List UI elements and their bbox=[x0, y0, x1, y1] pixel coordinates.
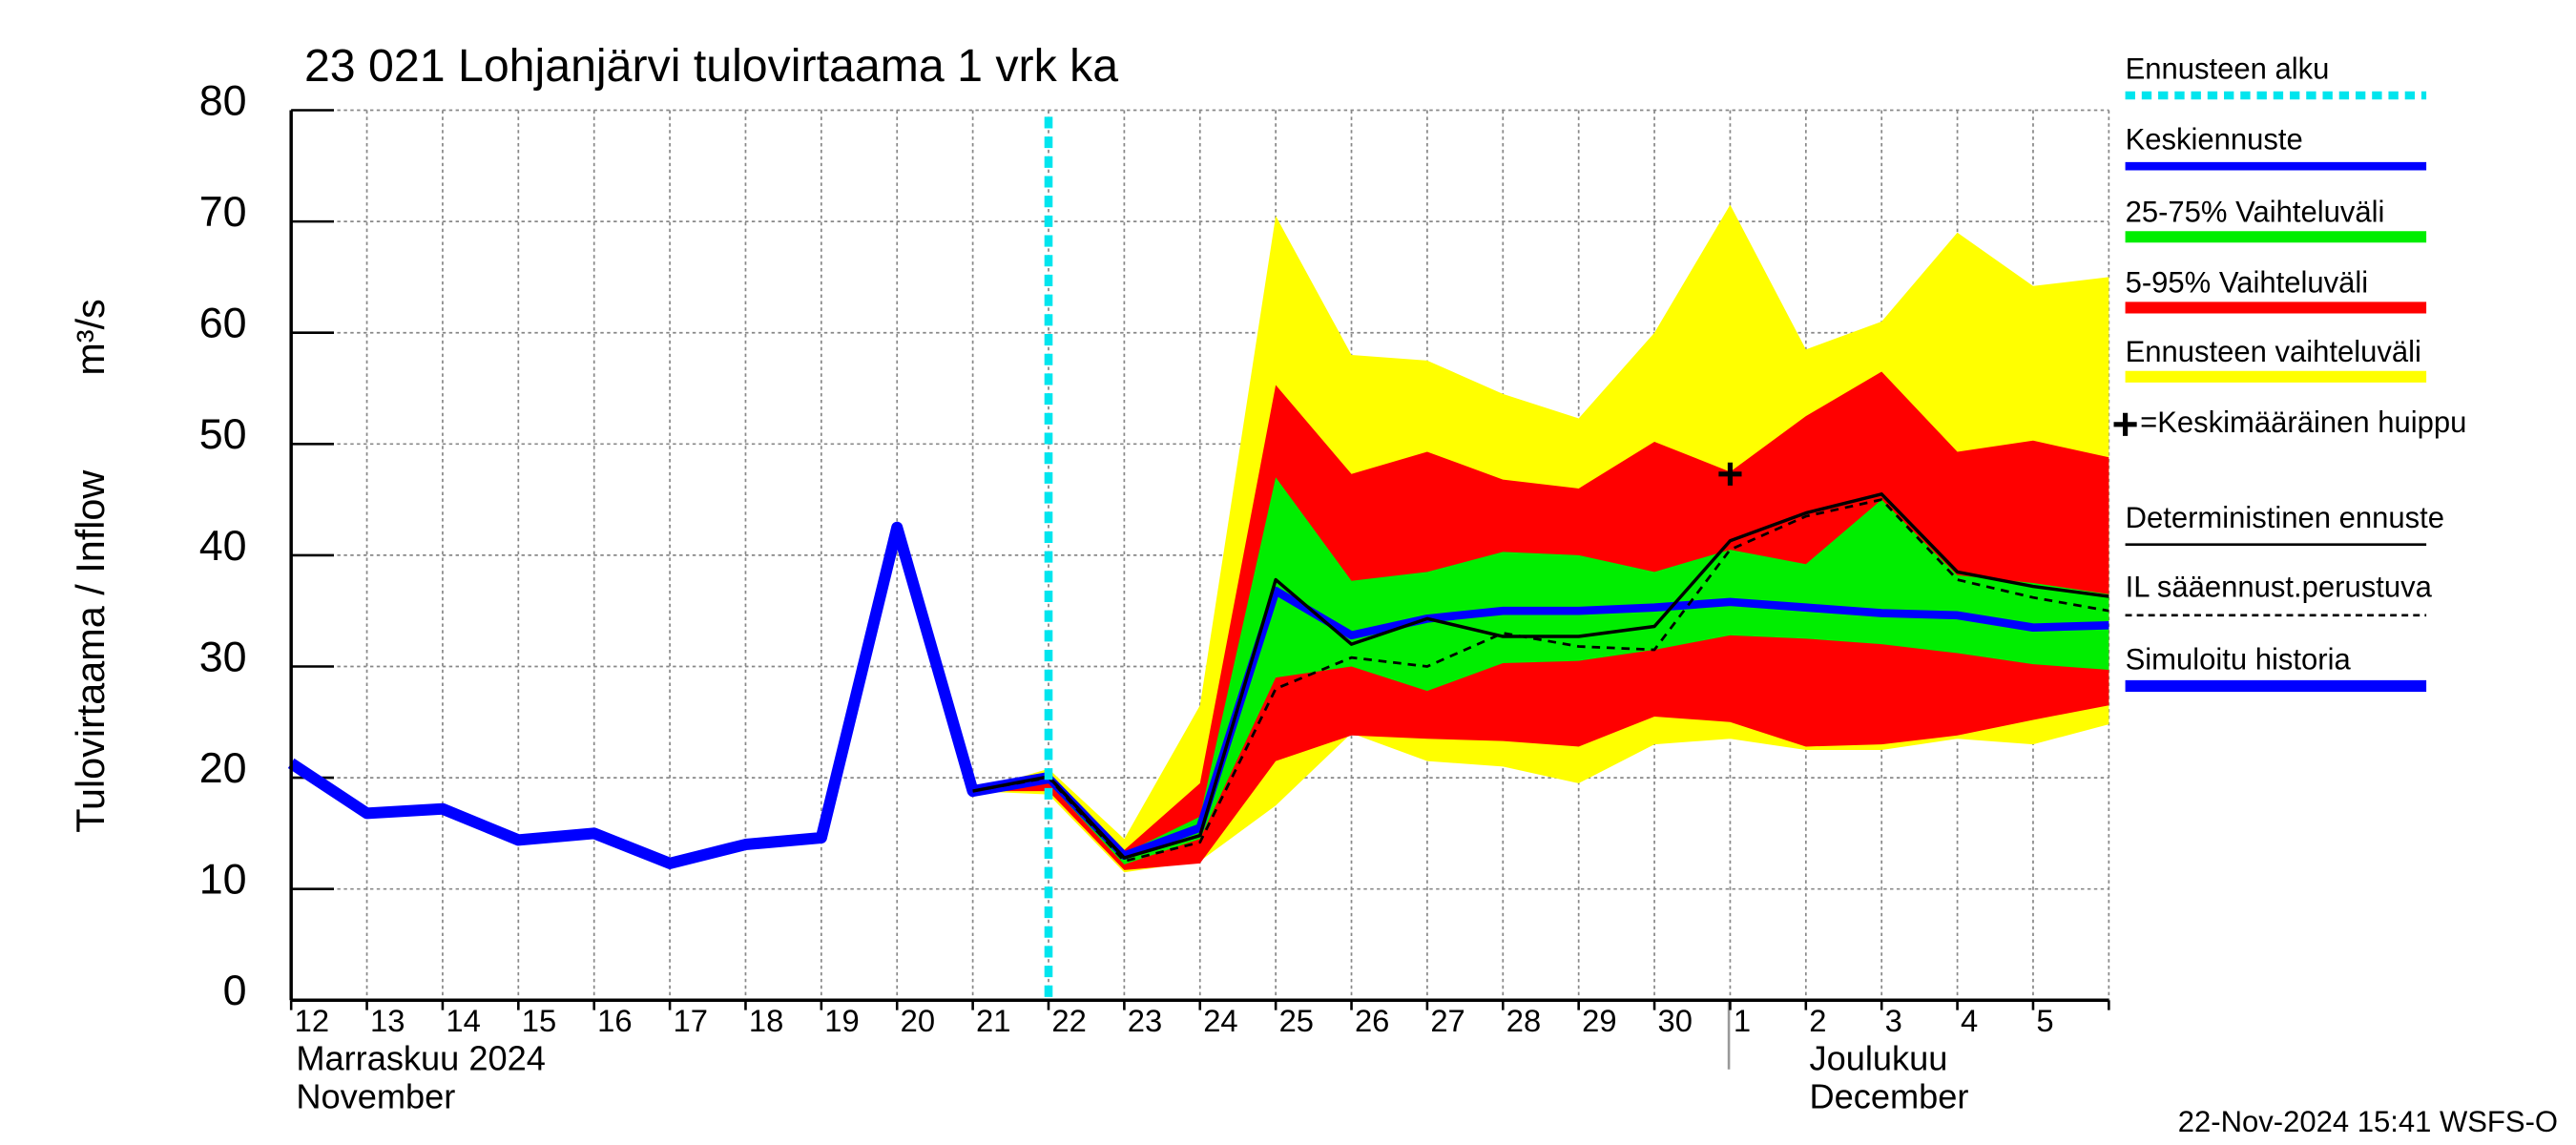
x-tick-label: 1 bbox=[1734, 1003, 1751, 1038]
x-tick-label: 30 bbox=[1658, 1003, 1693, 1038]
legend-label: Simuloitu historia bbox=[2126, 642, 2352, 676]
x-tick-label: 24 bbox=[1203, 1003, 1237, 1038]
forecast-line bbox=[972, 498, 2109, 863]
month-label: November bbox=[296, 1076, 455, 1115]
y-tick-label: 20 bbox=[199, 744, 247, 792]
x-tick-label: 18 bbox=[749, 1003, 783, 1038]
x-tick-label: 4 bbox=[1961, 1003, 1978, 1038]
legend-label: 25-75% Vaihteluväli bbox=[2126, 195, 2385, 228]
month-label: Marraskuu 2024 bbox=[296, 1039, 546, 1078]
x-tick-label: 21 bbox=[976, 1003, 1010, 1038]
x-tick-label: 17 bbox=[674, 1003, 708, 1038]
y-tick-label: 50 bbox=[199, 410, 247, 458]
legend-label: Deterministinen ennuste bbox=[2126, 501, 2444, 534]
x-tick-label: 23 bbox=[1128, 1003, 1162, 1038]
legend-peak-symbol bbox=[2113, 412, 2137, 436]
x-tick-label: 27 bbox=[1430, 1003, 1465, 1038]
y-tick-label: 10 bbox=[199, 856, 247, 904]
month-label: Joulukuu bbox=[1810, 1039, 1948, 1078]
x-tick-label: 16 bbox=[597, 1003, 632, 1038]
x-tick-label: 25 bbox=[1279, 1003, 1314, 1038]
timestamp: 22-Nov-2024 15:41 WSFS-O bbox=[2178, 1105, 2558, 1138]
chart-title: 23 021 Lohjanjärvi tulovirtaama 1 vrk ka bbox=[304, 40, 1118, 92]
x-tick-label: 3 bbox=[1885, 1003, 1902, 1038]
x-tick-label: 29 bbox=[1582, 1003, 1616, 1038]
x-tick-label: 13 bbox=[370, 1003, 405, 1038]
x-tick-label: 12 bbox=[295, 1003, 329, 1038]
band-area bbox=[972, 477, 2109, 865]
y-tick-label: 30 bbox=[199, 633, 247, 680]
legend-label: IL sääennust.perustuva bbox=[2126, 570, 2433, 603]
y-axis-unit: m³/s bbox=[69, 299, 113, 375]
x-tick-label: 15 bbox=[522, 1003, 556, 1038]
legend-label: 5-95% Vaihteluväli bbox=[2126, 265, 2369, 299]
x-tick-label: 2 bbox=[1809, 1003, 1826, 1038]
peak-marker bbox=[1718, 462, 1742, 486]
y-axis-label: Tulovirtaama / Inflow bbox=[69, 470, 113, 833]
y-tick-label: 70 bbox=[199, 188, 247, 236]
x-tick-label: 26 bbox=[1355, 1003, 1389, 1038]
y-tick-label: 60 bbox=[199, 300, 247, 347]
forecast-line bbox=[972, 492, 2109, 860]
x-tick-label: 28 bbox=[1506, 1003, 1541, 1038]
month-label: December bbox=[1810, 1076, 1969, 1115]
y-tick-label: 80 bbox=[199, 76, 247, 124]
y-tick-label: 0 bbox=[223, 967, 247, 1014]
x-tick-label: 14 bbox=[446, 1003, 480, 1038]
legend-label: Ennusteen vaihteluväli bbox=[2126, 335, 2421, 368]
x-tick-label: 22 bbox=[1051, 1003, 1086, 1038]
legend-label: Keskiennuste bbox=[2126, 122, 2303, 156]
x-tick-label: 20 bbox=[901, 1003, 935, 1038]
y-tick-label: 40 bbox=[199, 522, 247, 570]
legend-label: Ennusteen alku bbox=[2126, 52, 2330, 85]
x-tick-label: 19 bbox=[824, 1003, 859, 1038]
legend-label: =Keskimääräinen huippu bbox=[2140, 406, 2466, 439]
x-tick-label: 5 bbox=[2036, 1003, 2053, 1038]
history-line bbox=[287, 521, 1050, 869]
